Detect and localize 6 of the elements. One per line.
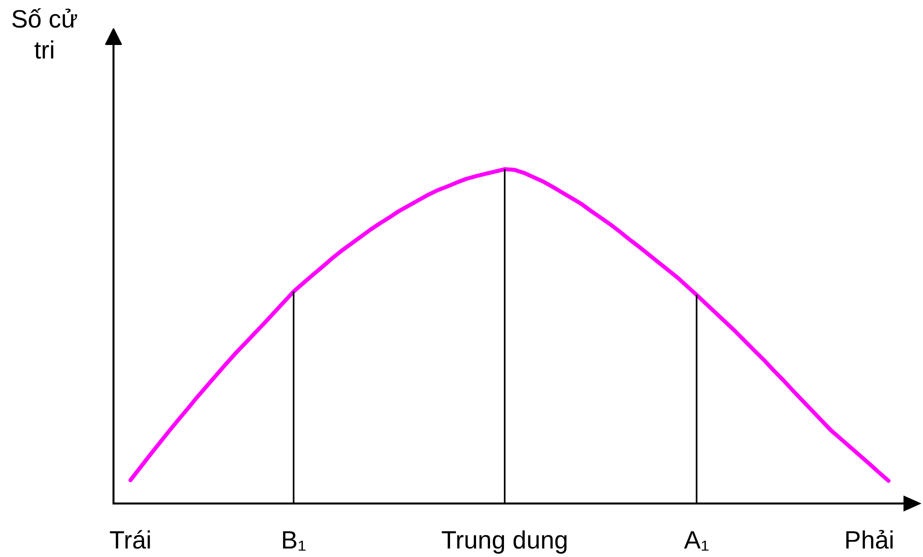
- x-tick-label: Phải: [844, 526, 894, 554]
- x-tick-label: Trung dung: [441, 526, 568, 554]
- x-tick-label: B₁: [281, 526, 306, 554]
- x-tick-label: A₁: [684, 526, 710, 554]
- x-tick-label: Trái: [109, 526, 152, 554]
- y-axis-title: Số cử tri: [11, 5, 78, 64]
